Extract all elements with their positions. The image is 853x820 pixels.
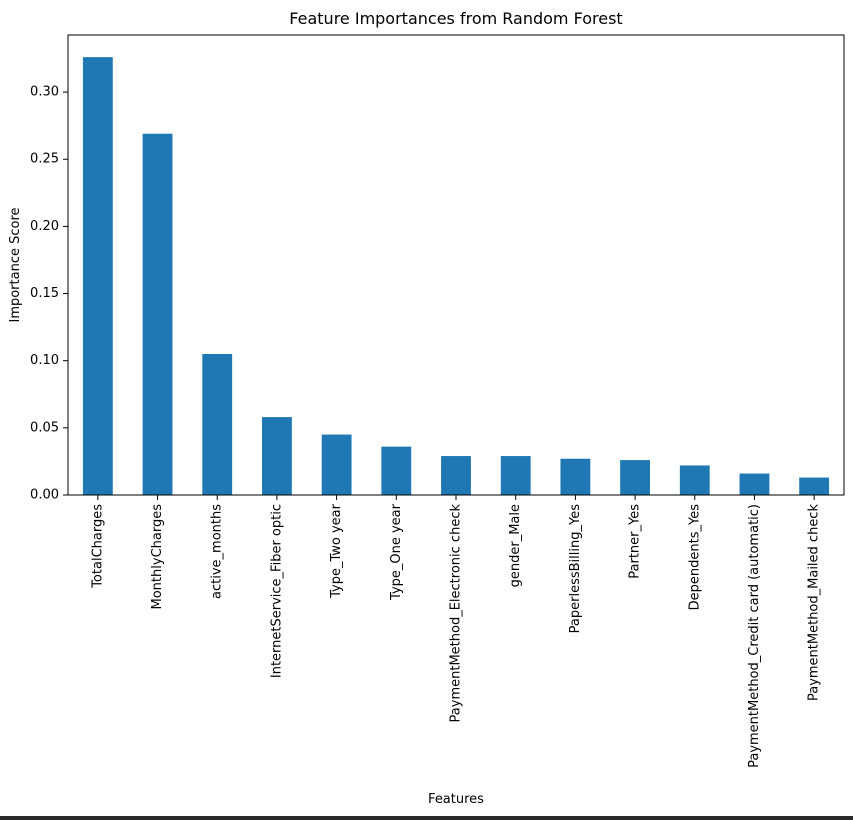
bar [739,473,770,495]
x-tick-label: gender_Male [508,504,523,587]
bar [82,57,113,495]
x-tick-label: InternetService_Fiber optic [269,504,284,678]
bar [500,456,531,495]
y-tick-label: 0.20 [30,219,59,234]
x-tick-label: PaymentMethod_Electronic check [449,504,464,723]
y-axis-label: Importance Score [8,207,23,322]
y-ticks: 0.00 0.05 0.10 0.15 0.20 0.25 0.30 [30,85,68,503]
bar [202,353,233,495]
bar [799,477,830,495]
x-tick-label: Type_One year [389,503,404,601]
x-tick-label: Dependents_Yes [687,504,702,611]
bar [560,458,591,495]
x-ticks: TotalCharges MonthlyCharges active_months I… [90,495,822,768]
x-tick-label: Partner_Yes [628,504,643,579]
x-axis-label: Features [428,792,484,807]
bar [321,434,352,495]
plot-frame [67,34,845,496]
y-tick-label: 0.30 [30,85,59,100]
x-tick-label: MonthlyCharges [150,504,165,610]
x-tick-label: PaperlessBilling_Yes [568,504,583,634]
y-tick-label: 0.05 [30,420,59,435]
y-tick-label: 0.00 [30,488,59,503]
y-tick-label: 0.15 [30,286,59,301]
x-tick-label: active_months [210,504,225,599]
bar [142,133,173,495]
bar [262,417,292,495]
x-tick-label: TotalCharges [90,504,105,589]
y-tick-label: 0.10 [30,353,59,368]
bar [679,465,710,495]
bar [381,446,412,495]
x-tick-label: PaymentMethod_Credit card (automatic) [747,504,762,768]
x-tick-label: PaymentMethod_Mailed check [807,504,822,701]
bar [620,460,650,495]
bottom-rule [0,816,853,820]
bars-layer [82,57,830,495]
chart-title: Feature Importances from Random Forest [289,9,622,28]
y-tick-label: 0.25 [30,152,59,167]
bar [441,456,471,495]
x-tick-label: Type_Two year [329,503,344,599]
